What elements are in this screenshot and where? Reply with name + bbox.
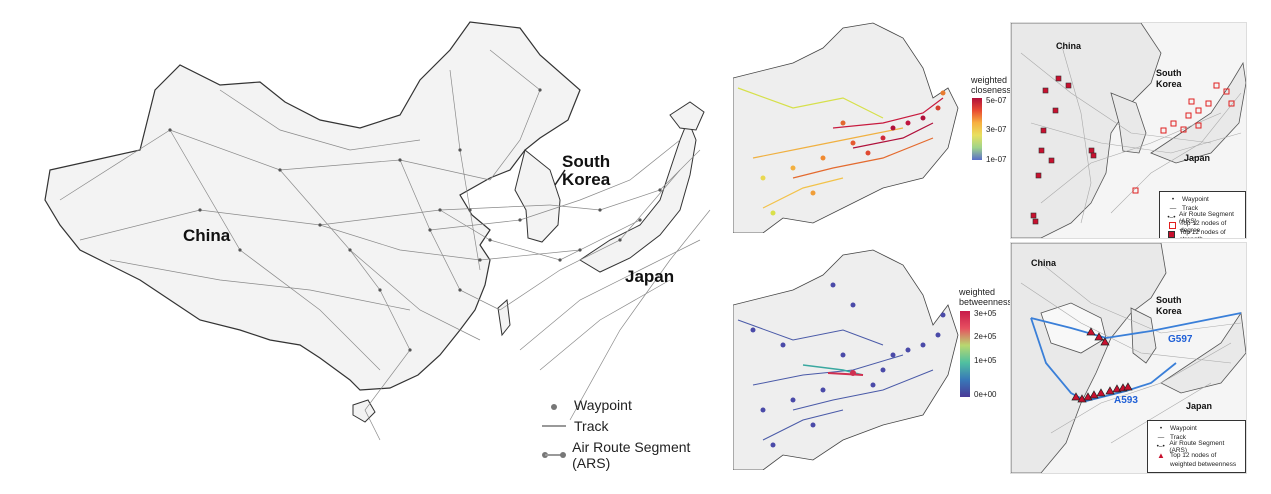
waypoint-legend-icon: • xyxy=(1159,425,1163,432)
legend-ars: Air Route Segment (ARS) xyxy=(542,439,720,471)
label-japan: Japan xyxy=(625,267,675,286)
betweenness-tick-0: 0e+00 xyxy=(974,390,997,399)
route-a593-line xyxy=(1030,317,1177,402)
taiwan-island xyxy=(497,298,511,337)
closeness-map xyxy=(733,18,963,233)
triangle-legend-icon: ▲ xyxy=(1157,451,1165,460)
track-legend-icon xyxy=(542,425,566,427)
korea-pointer xyxy=(554,169,566,186)
betweenness-points xyxy=(750,282,946,448)
betweenness-tick-2: 2e+05 xyxy=(974,332,997,341)
label-south: South xyxy=(562,152,611,171)
closeness-colorbar xyxy=(972,98,982,160)
betweenness-triangles xyxy=(1071,327,1133,403)
degree-label-south: South xyxy=(1156,68,1182,78)
degree-legend: • Waypoint — Track •–• Air Route Segment (A… xyxy=(1159,191,1246,238)
closeness-points xyxy=(760,90,946,216)
route-map-svg xyxy=(1011,243,1246,473)
degree-square-icon xyxy=(1164,222,1180,231)
waypoint-legend-icon xyxy=(542,397,566,413)
betweenness-colorbar-title-line-1: weighted xyxy=(959,287,996,297)
degree-markers xyxy=(1132,82,1235,194)
legend-track: Track xyxy=(542,418,608,434)
ars-legend-icon: •–• xyxy=(1167,214,1176,221)
closeness-colorbar-title-line-2: closeness xyxy=(971,85,1012,95)
degree-label-japan: Japan xyxy=(1184,153,1211,163)
route-label-south: South xyxy=(1156,295,1182,305)
legend-waypoint: Waypoint xyxy=(542,397,632,413)
betweenness-colorbar xyxy=(960,311,970,397)
label-china: China xyxy=(183,226,231,245)
closeness-tick-top: 5e-07 xyxy=(986,96,1007,105)
route-legend: • Waypoint — Track •–• Air Route Segment (A… xyxy=(1147,420,1246,473)
route-label-japan: Japan xyxy=(1186,401,1213,411)
track-lines xyxy=(59,49,711,441)
track-legend-icon: — xyxy=(1157,434,1165,441)
betweenness-route-map: China South Korea Japan G597 A593 • Waypo… xyxy=(1010,242,1247,474)
strength-markers xyxy=(1030,75,1097,225)
betweenness-tick-1: 1e+05 xyxy=(974,356,997,365)
strength-square-icon xyxy=(1164,231,1179,238)
main-map-svg xyxy=(44,21,711,441)
route-label-a593: A593 xyxy=(1114,395,1138,406)
betweenness-map xyxy=(733,245,963,470)
betweenness-tick-3: 3e+05 xyxy=(974,309,997,318)
ars-legend-icon: •–• xyxy=(1156,443,1165,450)
route-label-korea: Korea xyxy=(1156,306,1182,316)
route-label-china: China xyxy=(1031,258,1057,268)
korea-peninsula xyxy=(514,149,561,243)
betweenness-map-svg xyxy=(733,249,959,470)
betweenness-colorbar-title-line-2: betweenness xyxy=(959,297,1013,307)
degree-label-korea: Korea xyxy=(1156,79,1182,89)
route-label-g597: G597 xyxy=(1168,334,1193,345)
route-g597-line xyxy=(1030,312,1242,339)
hainan-island xyxy=(352,399,376,423)
waypoint-dots xyxy=(168,88,662,352)
degree-strength-map: China South Korea Japan • Waypoint — Track… xyxy=(1010,22,1247,239)
hokkaido-island xyxy=(669,101,705,131)
main-network-map: China South Korea Japan Waypoint Track A… xyxy=(20,10,720,490)
china-landmass xyxy=(44,21,581,391)
label-korea: Korea xyxy=(562,170,611,189)
closeness-tick-bottom: 1e-07 xyxy=(986,155,1007,164)
ars-legend-icon xyxy=(542,451,566,459)
closeness-map-svg xyxy=(733,22,959,233)
waypoint-legend-icon: • xyxy=(1171,196,1175,203)
degree-label-china: China xyxy=(1056,41,1082,51)
closeness-tick-mid: 3e-07 xyxy=(986,125,1007,134)
track-legend-icon: — xyxy=(1169,205,1177,212)
closeness-colorbar-title-line-1: weighted xyxy=(971,75,1008,85)
